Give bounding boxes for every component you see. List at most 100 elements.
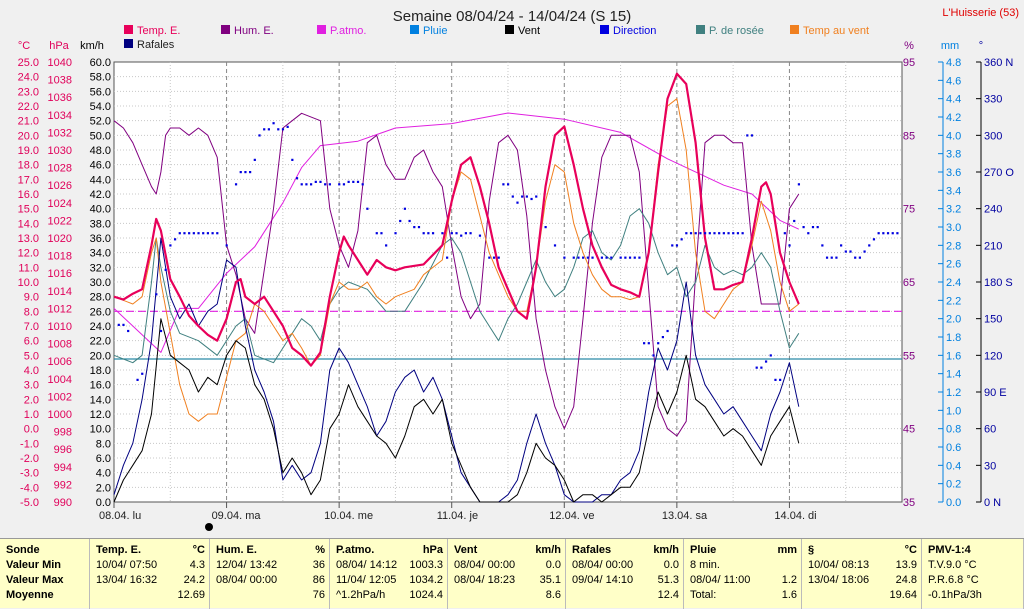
direction-point <box>295 177 299 180</box>
summary-cell-right: °C <box>192 544 205 556</box>
summary-cell: 8 min. <box>690 558 797 573</box>
summary-cell-right: 35.1 <box>539 574 561 586</box>
direction-point <box>375 232 378 235</box>
summary-cell: 8.6 <box>454 588 561 603</box>
press-tick-label: 996 <box>54 444 72 456</box>
direction-point <box>159 329 163 333</box>
temp-tick-label: 23.0 <box>18 86 39 98</box>
direction-point <box>591 256 594 259</box>
direction-point <box>779 378 782 381</box>
direction-point <box>718 232 721 235</box>
direction-point <box>694 232 697 235</box>
summary-cell-left: § <box>808 544 815 556</box>
summary-cell-right: 0.0 <box>663 559 679 571</box>
legend-label: Rafales <box>137 39 175 51</box>
dir-tick-label: 240 <box>984 204 1002 216</box>
rain-tick-label: 0.0 <box>946 497 961 509</box>
summary-cell-left: -0.1hPa/3h <box>928 589 982 601</box>
summary-max-label: Valeur Max <box>6 574 64 586</box>
summary-cell-right: km/h <box>535 544 561 556</box>
summary-col: Rafales km/h 08/04/ 00:00 0.0 09/04/ 14:10 51… <box>566 539 684 609</box>
temp-tick-label: 2.0 <box>24 394 39 406</box>
press-tick-label: 1000 <box>48 409 72 421</box>
direction-point <box>689 232 693 235</box>
direction-point <box>750 134 754 137</box>
direction-point <box>441 232 444 235</box>
direction-point <box>197 232 200 235</box>
legend-swatch <box>317 25 326 34</box>
direction-point <box>366 207 369 210</box>
direction-point <box>300 183 303 186</box>
summary-cell: ^1.2hPa/h 1024.4 <box>336 588 443 603</box>
rain-tick-label: 2.2 <box>946 295 961 307</box>
legend-swatch <box>221 25 230 34</box>
press-tick-label: 990 <box>54 497 72 509</box>
temp-tick-label: -2.0 <box>20 453 39 465</box>
temp-tick-label: -3.0 <box>20 468 39 480</box>
press-tick-label: 1006 <box>48 356 72 368</box>
summary-cell: 08/04/ 00:00 0.0 <box>572 558 679 573</box>
legend-label: P. de rosée <box>709 25 764 37</box>
summary-cell-left: 08/04/ 14:12 <box>336 559 398 571</box>
direction-point <box>840 244 843 247</box>
legend-label: Temp. E. <box>137 25 180 37</box>
temp-tick-label: 18.0 <box>18 160 39 172</box>
press-tick-label: 1038 <box>48 75 72 87</box>
direction-point <box>178 232 181 235</box>
press-tick-label: 1036 <box>48 92 72 104</box>
axis-unit-labels: °C hPa km/h % mm ° <box>18 40 983 52</box>
direction-point <box>497 256 500 259</box>
direction-point <box>408 219 411 223</box>
wind-tick-label: 26.0 <box>90 306 111 318</box>
day-label: 13.04. sa <box>662 510 708 522</box>
wind-tick-label: 38.0 <box>90 218 111 230</box>
direction-point <box>267 128 270 131</box>
direction-point <box>736 232 740 235</box>
direction-point <box>347 180 350 183</box>
direction-point <box>783 232 786 235</box>
direction-point <box>352 180 355 183</box>
press-tick-label: 1034 <box>48 110 72 122</box>
direction-point <box>891 232 894 235</box>
wind-tick-label: 54.0 <box>90 101 111 113</box>
summary-cell-right: 1024.4 <box>409 589 443 601</box>
wind-tick-label: 52.0 <box>90 116 111 128</box>
summary-col: P.atmo. hPa 08/04/ 14:12 1003.3 11/04/ 12:05… <box>330 539 448 609</box>
direction-point <box>305 183 308 186</box>
day-labels: 08.04. lu 09.04. ma 10.04. me 11.04. je 12.0… <box>99 502 817 522</box>
now-marker-icon <box>205 523 213 531</box>
dir-tick-label: 360 N <box>984 57 1013 69</box>
direction-point <box>272 122 275 125</box>
wind-tick-label: 24.0 <box>90 321 111 333</box>
wind-tick-label: 44.0 <box>90 174 111 186</box>
press-tick-label: 1016 <box>48 268 72 280</box>
direction-point <box>868 244 871 247</box>
direction-point <box>741 232 744 235</box>
summary-cell-right: 1003.3 <box>409 559 443 571</box>
temp-tick-label: 9.0 <box>24 292 39 304</box>
summary-cell-left: 8 min. <box>690 559 720 571</box>
legend-swatch <box>505 25 514 34</box>
summary-cell-left: 08/04/ 00:00 <box>454 559 516 571</box>
legend-swatch <box>124 39 133 48</box>
direction-point <box>713 232 716 235</box>
direction-point <box>239 171 242 174</box>
wind-tick-label: 10.0 <box>90 424 111 436</box>
rain-tick-label: 1.6 <box>946 350 961 362</box>
summary-cell: Total: 1.6 <box>690 588 797 603</box>
summary-cell: 19.64 <box>808 588 917 603</box>
direction-point <box>854 256 857 259</box>
direction-point <box>216 232 219 235</box>
direction-point <box>535 195 538 198</box>
direction-point <box>521 195 524 198</box>
temp-tick-label: 1.0 <box>24 409 39 421</box>
direction-point <box>872 238 876 241</box>
rain-tick-label: 2.0 <box>946 314 961 326</box>
legend-swatch <box>600 25 609 34</box>
temp-tick-label: 17.0 <box>18 174 39 186</box>
direction-point <box>338 183 341 186</box>
summary-col: § °C 10/04/ 08:13 13.9 13/04/ 18:06 24.8 19.64 <box>802 539 922 609</box>
wind-tick-label: 30.0 <box>90 277 111 289</box>
summary-cell: 12.4 <box>572 588 679 603</box>
rain-tick-label: 3.6 <box>946 167 961 179</box>
